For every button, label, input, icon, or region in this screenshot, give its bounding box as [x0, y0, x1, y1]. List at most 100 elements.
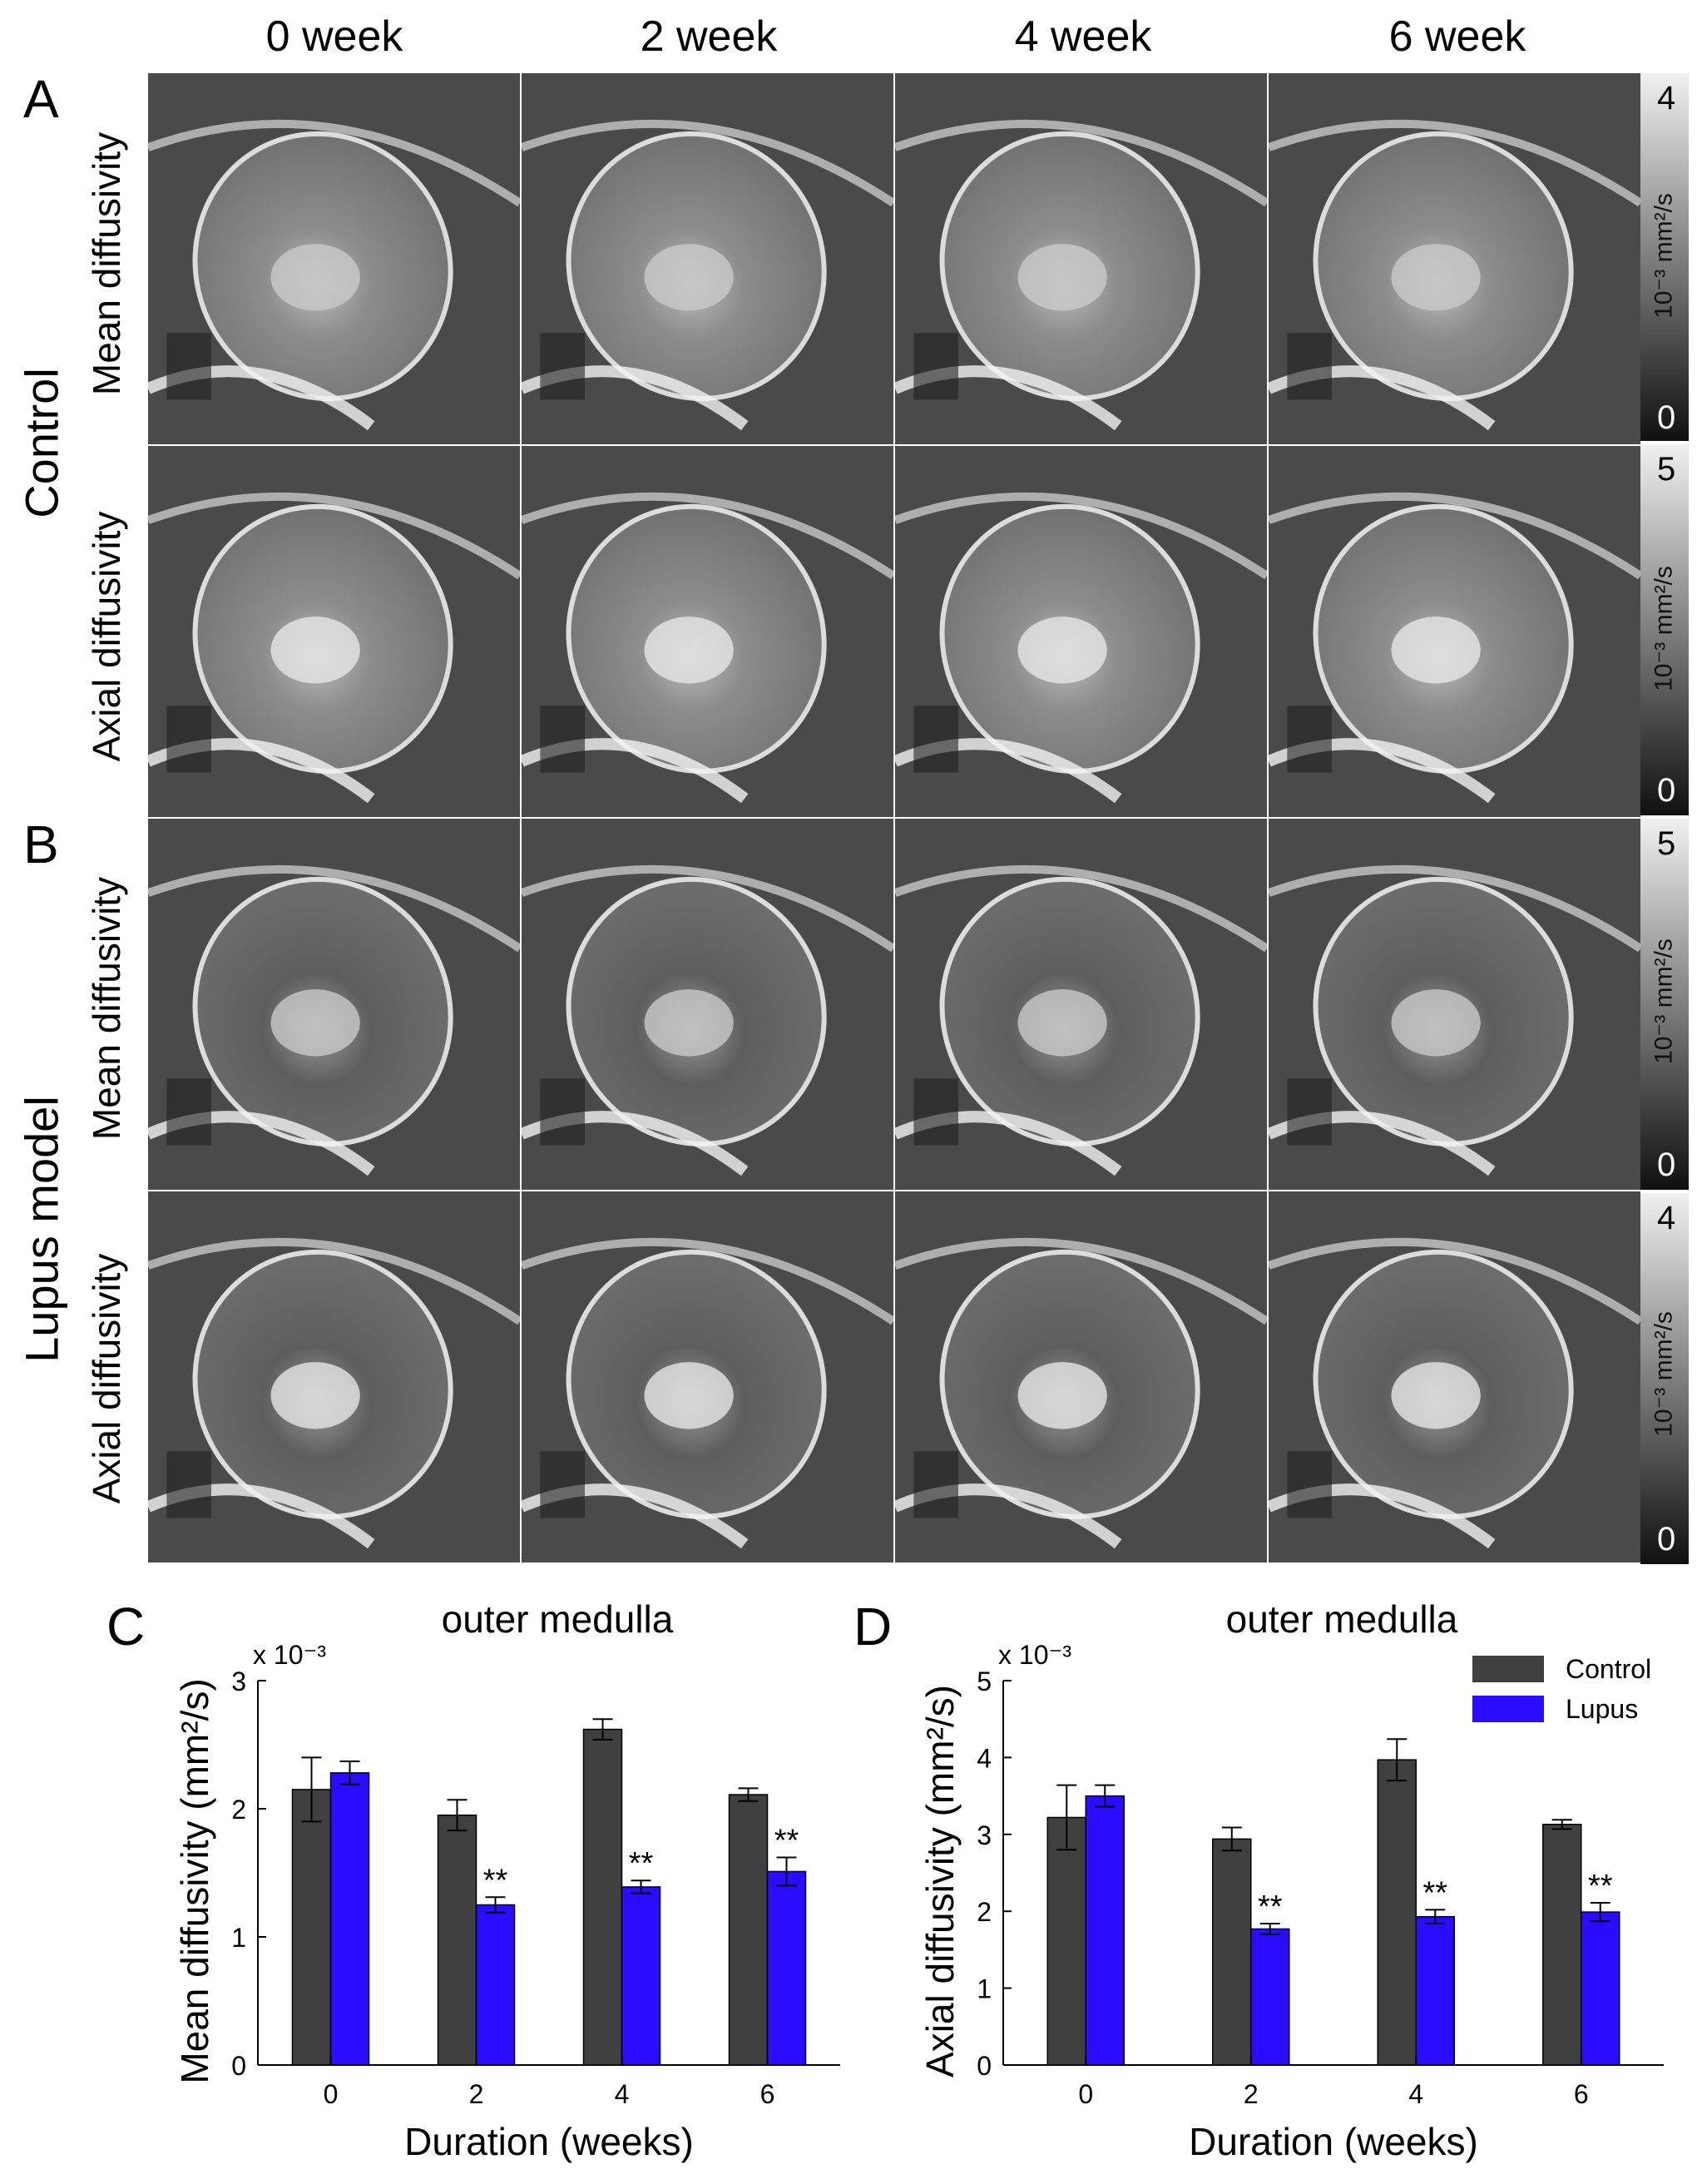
mri-image-control-axial-week-0 — [148, 446, 520, 817]
mri-image-control-mean-week-0 — [148, 73, 520, 444]
y-axis-multiplier: x 10⁻³ — [253, 1640, 326, 1670]
significance-label: ** — [1588, 1869, 1613, 1904]
colorbar-max-label: 4 — [1657, 1200, 1676, 1236]
significance-label: ** — [1258, 1889, 1283, 1924]
bar-lupus — [766, 1870, 807, 2066]
legend-swatch-lupus — [1472, 1696, 1544, 1722]
mri-image-lupus-mean-week-6 — [1269, 819, 1640, 1190]
y-tick-label: 0 — [977, 2051, 992, 2081]
mri-image-lupus-mean-week-2 — [522, 819, 893, 1190]
mri-image-control-mean-week-6 — [1269, 73, 1640, 444]
panel-letter-c: C — [106, 1597, 146, 1657]
legend-swatch-control — [1472, 1656, 1544, 1682]
chart-c-mean-diffusivity: outer medulla x 10⁻³ 0 1 2 3 0 ** 2 ** 4 ** 6 Duratio… — [173, 1597, 840, 2163]
y-axis-multiplier: x 10⁻³ — [998, 1640, 1071, 1670]
bar-lupus — [621, 1886, 661, 2066]
panel-letter-d: D — [853, 1597, 893, 1657]
x-tick-label: 0 — [1078, 2079, 1093, 2109]
y-tick-label: 3 — [231, 1666, 246, 1696]
y-tick-label: 1 — [231, 1923, 246, 1953]
colorbar-min-label: 0 — [1657, 1146, 1676, 1183]
column-header-6: 6 week — [1388, 12, 1526, 61]
bar-lupus — [1581, 1911, 1620, 2066]
mri-image-control-mean-week-2 — [522, 73, 893, 444]
mri-image-control-axial-week-6 — [1269, 446, 1640, 817]
bar-lupus — [475, 1904, 516, 2066]
mri-image-lupus-axial-week-4 — [895, 1191, 1267, 1562]
x-tick-label: 2 — [469, 2079, 484, 2109]
colorbar-lupus-mean — [1640, 819, 1689, 1190]
bar-control — [437, 1814, 477, 2066]
bar-lupus — [329, 1772, 370, 2066]
row-label-control-axial: Axial diffusivity — [85, 511, 128, 762]
colorbar-min-label: 0 — [1657, 399, 1676, 436]
y-tick-label: 2 — [231, 1795, 246, 1825]
x-axis-label: Duration (weeks) — [404, 2120, 694, 2163]
legend-label-lupus: Lupus — [1566, 1694, 1638, 1724]
bar-control — [1377, 1759, 1417, 2066]
y-axis-label: Mean diffusivity (mm²/s) — [173, 1678, 216, 2083]
colorbar-min-label: 0 — [1657, 772, 1676, 809]
significance-label: ** — [629, 1846, 654, 1881]
colorbar-unit-label: 10⁻³ mm²/s — [1650, 193, 1678, 319]
panel-letter-b: B — [23, 815, 59, 874]
y-tick-label: 1 — [977, 1974, 992, 2004]
mri-image-lupus-axial-week-2 — [522, 1191, 893, 1562]
significance-label: ** — [774, 1824, 799, 1859]
mri-image-lupus-mean-week-4 — [895, 819, 1267, 1190]
panel-letter-a: A — [23, 69, 59, 129]
bar-lupus — [1415, 1915, 1455, 2066]
column-header-2: 2 week — [640, 12, 778, 61]
bar-control — [1046, 1816, 1086, 2066]
mri-image-control-axial-week-2 — [522, 446, 893, 817]
chart-d-axial-diffusivity: outer medulla x 10⁻³ 0 1 2 3 4 5 0 ** 2 ** 4 ** 6 Durat… — [918, 1597, 1664, 2163]
row-label-control-mean: Mean diffusivity — [85, 131, 128, 396]
colorbar-max-label: 5 — [1657, 825, 1676, 862]
x-tick-label: 4 — [1408, 2079, 1423, 2109]
chart-title: outer medulla — [1226, 1597, 1458, 1641]
x-tick-label: 6 — [760, 2079, 775, 2109]
mri-image-control-axial-week-4 — [895, 446, 1267, 817]
y-tick-label: 5 — [977, 1666, 992, 1696]
x-tick-label: 0 — [324, 2079, 339, 2109]
colorbar-unit-label: 10⁻³ mm²/s — [1650, 1311, 1678, 1437]
x-tick-label: 2 — [1244, 2079, 1259, 2109]
y-tick-label: 0 — [231, 2051, 246, 2081]
colorbar-unit-label: 10⁻³ mm²/s — [1650, 938, 1678, 1064]
y-tick-label: 2 — [977, 1897, 992, 1927]
y-tick-label: 4 — [977, 1743, 992, 1773]
column-header-4: 4 week — [1014, 12, 1152, 61]
mri-image-lupus-axial-week-0 — [148, 1191, 520, 1562]
bar-control — [1542, 1824, 1582, 2066]
colorbar-max-label: 4 — [1657, 80, 1676, 116]
mri-image-control-mean-week-4 — [895, 73, 1267, 444]
colorbar-lupus-axial — [1640, 1193, 1689, 1564]
x-tick-label: 6 — [1574, 2079, 1589, 2109]
bar-control — [1212, 1838, 1252, 2066]
colorbar-control-axial — [1640, 444, 1689, 815]
bar-control — [728, 1794, 769, 2066]
group-label-lupus: Lupus model — [15, 1096, 68, 1363]
bar-control — [291, 1789, 332, 2066]
legend-label-control: Control — [1566, 1654, 1651, 1684]
y-axis-label: Axial diffusivity (mm²/s) — [918, 1685, 962, 2078]
mri-image-lupus-mean-week-0 — [148, 819, 520, 1190]
bar-lupus — [1085, 1795, 1125, 2066]
group-label-control: Control — [15, 368, 68, 518]
bar-control — [582, 1728, 623, 2066]
colorbar-unit-label: 10⁻³ mm²/s — [1650, 566, 1678, 691]
column-header-0: 0 week — [265, 12, 403, 61]
significance-label: ** — [483, 1863, 508, 1898]
colorbar-control-mean — [1640, 73, 1689, 441]
row-label-lupus-mean: Mean diffusivity — [85, 876, 128, 1141]
y-tick-label: 3 — [977, 1820, 992, 1850]
chart-title: outer medulla — [442, 1597, 674, 1641]
x-axis-label: Duration (weeks) — [1189, 2120, 1478, 2163]
bar-lupus — [1250, 1928, 1290, 2066]
significance-label: ** — [1422, 1875, 1447, 1910]
mri-image-lupus-axial-week-6 — [1269, 1191, 1640, 1562]
x-tick-label: 4 — [615, 2079, 630, 2109]
row-label-lupus-axial: Axial diffusivity — [85, 1253, 128, 1504]
colorbar-max-label: 5 — [1657, 451, 1676, 488]
colorbar-min-label: 0 — [1657, 1521, 1676, 1558]
